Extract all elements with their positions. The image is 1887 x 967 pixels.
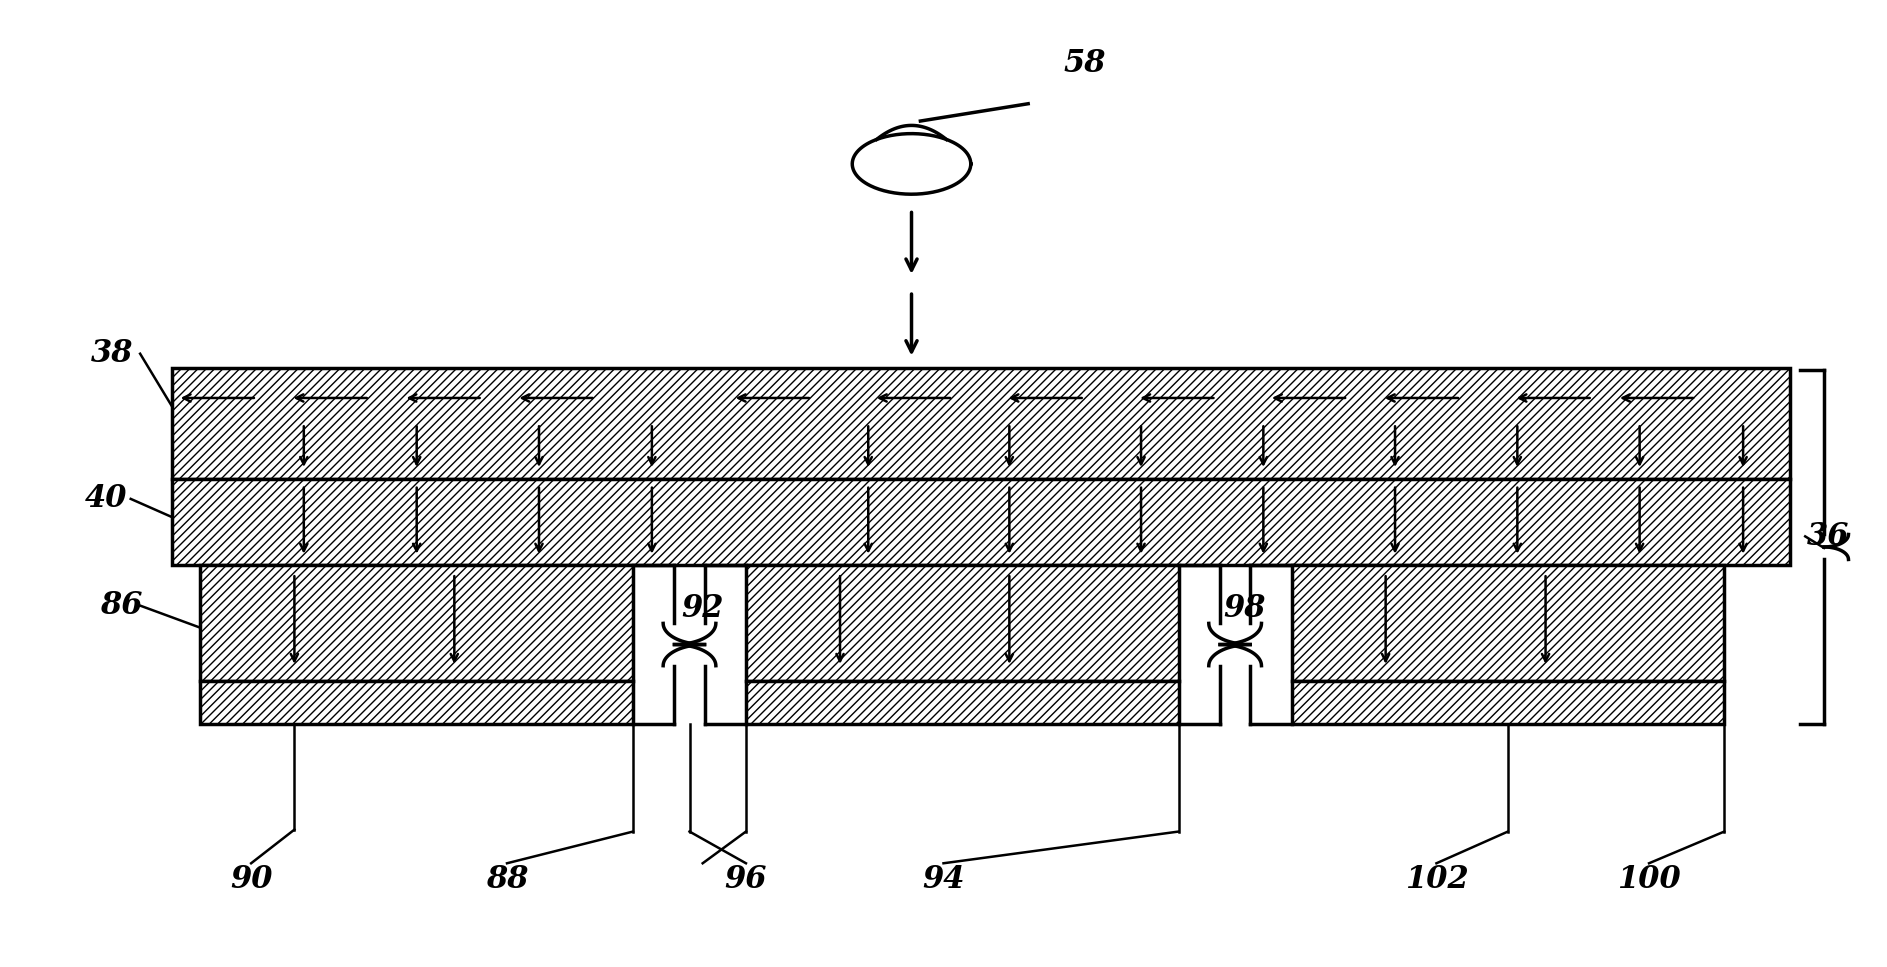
Text: 36: 36 [1806,521,1849,552]
Bar [172,479,1791,566]
Text: 86: 86 [100,590,143,621]
Bar [1291,566,1725,681]
Bar [200,681,632,724]
Polygon shape [853,133,970,194]
Text: 40: 40 [85,484,128,514]
Bar [745,566,1179,681]
Text: 90: 90 [230,864,272,895]
Polygon shape [877,126,947,167]
Text: 92: 92 [681,593,725,624]
Bar [172,368,1791,479]
Text: 88: 88 [485,864,528,895]
Text: 94: 94 [923,864,964,895]
Text: 102: 102 [1404,864,1468,895]
Bar [1291,681,1725,724]
Text: 100: 100 [1617,864,1681,895]
Text: 38: 38 [91,338,134,369]
Text: 98: 98 [1223,593,1266,624]
Text: 58: 58 [1064,47,1106,79]
Bar [200,566,632,681]
Bar [745,681,1179,724]
Text: 96: 96 [725,864,768,895]
